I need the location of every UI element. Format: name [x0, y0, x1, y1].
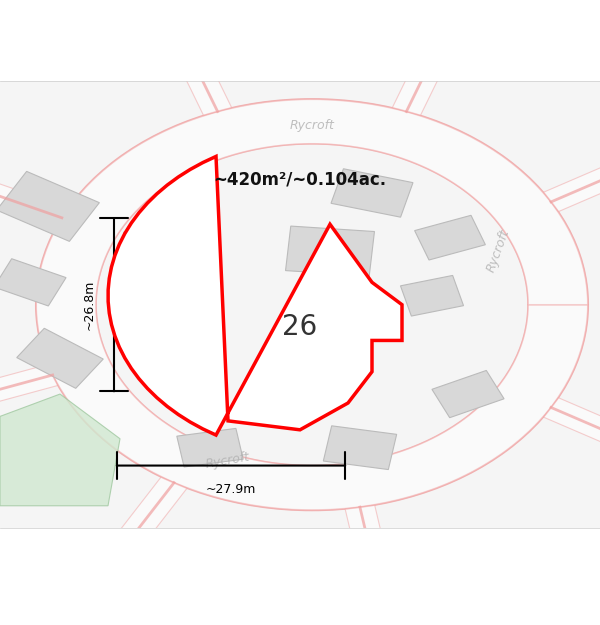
Text: Rycroft: Rycroft — [118, 228, 146, 274]
Text: 26: 26 — [283, 313, 317, 341]
Polygon shape — [544, 152, 600, 212]
Polygon shape — [36, 99, 588, 510]
Polygon shape — [400, 276, 464, 316]
Polygon shape — [286, 226, 374, 276]
Polygon shape — [107, 477, 187, 558]
Polygon shape — [0, 394, 120, 506]
Polygon shape — [392, 32, 457, 116]
Polygon shape — [0, 174, 68, 228]
Polygon shape — [544, 398, 600, 458]
Text: Contains OS data © Crown copyright and database right 2021. This information is : Contains OS data © Crown copyright and d… — [15, 533, 593, 578]
Polygon shape — [0, 259, 66, 306]
Text: Rycroft: Rycroft — [205, 451, 251, 471]
Polygon shape — [345, 505, 394, 588]
Text: ~27.9m: ~27.9m — [206, 484, 256, 496]
Polygon shape — [432, 371, 504, 418]
Polygon shape — [17, 328, 103, 388]
Text: Rycroft: Rycroft — [484, 228, 512, 274]
Polygon shape — [331, 169, 413, 217]
Polygon shape — [108, 156, 402, 435]
Text: ~26.8m: ~26.8m — [83, 279, 96, 330]
Polygon shape — [0, 364, 58, 413]
Polygon shape — [0, 171, 100, 241]
Text: Map shows position and indicative extent of the property.: Map shows position and indicative extent… — [108, 59, 492, 71]
Text: ~420m²/~0.104ac.: ~420m²/~0.104ac. — [214, 171, 386, 189]
Polygon shape — [415, 216, 485, 260]
Polygon shape — [321, 311, 375, 343]
Text: Rycroft: Rycroft — [290, 119, 334, 132]
Polygon shape — [177, 428, 243, 467]
Text: 26, RYCROFT, FURZTON, MILTON KEYNES, MK4 1AH: 26, RYCROFT, FURZTON, MILTON KEYNES, MK4… — [70, 22, 530, 38]
Polygon shape — [167, 32, 232, 116]
Polygon shape — [323, 426, 397, 469]
